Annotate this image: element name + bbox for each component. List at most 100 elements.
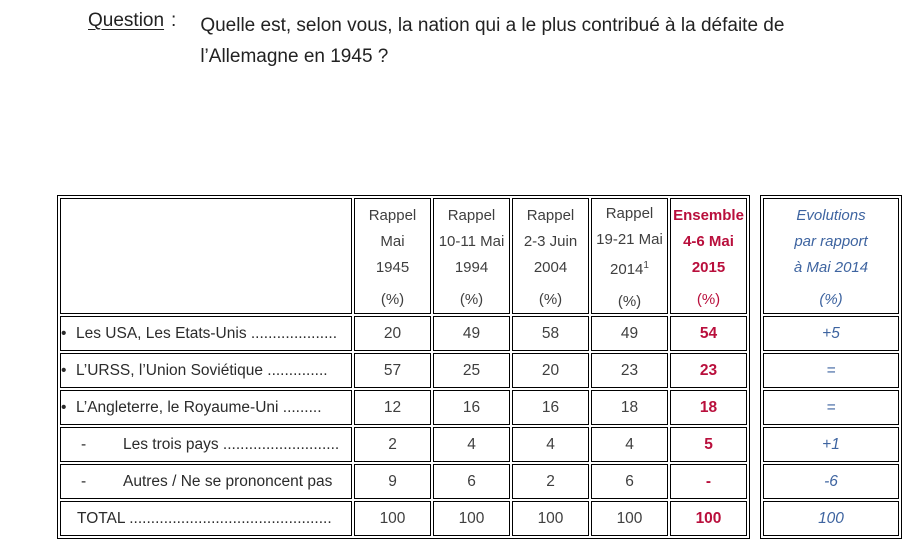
corner-cell: [60, 198, 352, 314]
value-cell: 49: [591, 316, 668, 351]
evolution-cell: +1: [763, 427, 899, 462]
results-table: Rappel Mai 1945 (%) Rappel 10-11 Mai 199…: [57, 195, 750, 539]
question-text: Quelle est, selon vous, la nation qui a …: [200, 10, 784, 72]
header-line: Rappel: [605, 204, 654, 222]
value-cell: 9: [354, 464, 431, 499]
header-line: Rappel: [526, 206, 575, 224]
value-cell: 4: [433, 427, 510, 462]
header-line: Evolutions: [796, 206, 866, 224]
header-pct: (%): [380, 290, 405, 308]
evolution-row: +1: [763, 427, 899, 462]
value-cell: 25: [433, 353, 510, 388]
header-pct: (%): [538, 290, 563, 308]
header-pct: (%): [819, 290, 843, 308]
value-cell: 2: [354, 427, 431, 462]
value-cell: 57: [354, 353, 431, 388]
value-cell-highlight: -: [670, 464, 747, 499]
row-label: • Les USA, Les Etats-Unis ...............…: [60, 316, 352, 351]
header-line: 1994: [454, 258, 489, 276]
tables-area: Rappel Mai 1945 (%) Rappel 10-11 Mai 199…: [57, 195, 902, 539]
row-label-text: Les trois pays .........................…: [123, 435, 340, 453]
value-cell: 12: [354, 390, 431, 425]
header-line: par rapport: [794, 232, 868, 250]
row-label: • L’URSS, l’Union Soviétique ............…: [60, 353, 352, 388]
evolutions-header-row: Evolutions par rapport à Mai 2014 (%): [763, 198, 899, 314]
header-line: 10-11 Mai: [438, 232, 505, 250]
table-row-angleterre: • L’Angleterre, le Royaume-Uni ......... …: [60, 390, 747, 425]
value-cell: 2: [512, 464, 589, 499]
header-line: Rappel: [447, 206, 496, 224]
table-row-autres: - Autres / Ne se prononcent pas 9 6 2 6 -: [60, 464, 747, 499]
table-row-urss: • L’URSS, l’Union Soviétique ............…: [60, 353, 747, 388]
table-row-trois-pays: - Les trois pays ........................…: [60, 427, 747, 462]
value-cell-highlight: 100: [670, 501, 747, 536]
row-label-text: TOTAL ..................................…: [77, 509, 332, 527]
value-cell-highlight: 18: [670, 390, 747, 425]
evolution-cell: 100: [763, 501, 899, 536]
header-line: Mai: [380, 232, 405, 250]
column-header-1994: Rappel 10-11 Mai 1994 (%): [433, 198, 510, 314]
value-cell: 58: [512, 316, 589, 351]
evolution-row: 100: [763, 501, 899, 536]
value-cell: 20: [354, 316, 431, 351]
value-cell: 100: [354, 501, 431, 536]
header-line: Rappel: [368, 206, 417, 224]
question-label: Question: [88, 10, 165, 31]
row-label-text: L’Angleterre, le Royaume-Uni .........: [76, 398, 322, 416]
value-cell: 6: [433, 464, 510, 499]
header-year: 2014: [610, 260, 644, 278]
header-line: à Mai 2014: [793, 258, 869, 276]
header-pct: (%): [459, 290, 484, 308]
header-line: Ensemble: [673, 206, 744, 224]
header-pct: (%): [696, 290, 721, 308]
table-row-total: TOTAL ..................................…: [60, 501, 747, 536]
header-line: 20141: [592, 253, 667, 283]
row-label-text: L’URSS, l’Union Soviétique .............…: [76, 361, 328, 379]
value-cell: 4: [591, 427, 668, 462]
question-text-line1: Quelle est, selon vous, la nation qui a …: [200, 15, 785, 36]
value-cell: 18: [591, 390, 668, 425]
value-cell-highlight: 54: [670, 316, 747, 351]
table-row-usa: • Les USA, Les Etats-Unis ...............…: [60, 316, 747, 351]
value-cell: 49: [433, 316, 510, 351]
value-cell-highlight: 23: [670, 353, 747, 388]
bullet-marker: •: [61, 361, 67, 379]
header-line: 2-3 Juin: [523, 232, 578, 250]
row-label-text: Autres / Ne se prononcent pas: [123, 472, 333, 490]
row-label-text: Les USA, Les Etats-Unis ................…: [76, 324, 338, 342]
row-label: TOTAL ..................................…: [60, 501, 352, 536]
evolution-cell: -6: [763, 464, 899, 499]
value-cell: 4: [512, 427, 589, 462]
value-cell: 23: [591, 353, 668, 388]
column-header-2015-ensemble: Ensemble 4-6 Mai 2015 (%): [670, 198, 747, 314]
question-block: Question : Quelle est, selon vous, la na…: [88, 10, 784, 72]
evolution-row: =: [763, 353, 899, 388]
dash-marker: -: [81, 472, 87, 490]
value-cell-highlight: 5: [670, 427, 747, 462]
row-label: • L’Angleterre, le Royaume-Uni .........: [60, 390, 352, 425]
bullet-marker: •: [61, 398, 67, 416]
evolutions-table: Evolutions par rapport à Mai 2014 (%) +5…: [760, 195, 902, 539]
value-cell: 20: [512, 353, 589, 388]
value-cell: 6: [591, 464, 668, 499]
column-header-2004: Rappel 2-3 Juin 2004 (%): [512, 198, 589, 314]
evolution-row: -6: [763, 464, 899, 499]
value-cell: 100: [591, 501, 668, 536]
column-header-evolutions: Evolutions par rapport à Mai 2014 (%): [763, 198, 899, 314]
header-row: Rappel Mai 1945 (%) Rappel 10-11 Mai 199…: [60, 198, 747, 314]
value-cell: 16: [512, 390, 589, 425]
value-cell: 16: [433, 390, 510, 425]
row-label: - Autres / Ne se prononcent pas: [60, 464, 352, 499]
evolution-row: +5: [763, 316, 899, 351]
column-header-1945: Rappel Mai 1945 (%): [354, 198, 431, 314]
row-label: - Les trois pays ........................…: [60, 427, 352, 462]
value-cell: 100: [433, 501, 510, 536]
footnote-marker: 1: [643, 259, 649, 271]
header-pct: (%): [617, 292, 642, 310]
evolution-cell: =: [763, 390, 899, 425]
column-header-2014: Rappel 19-21 Mai 20141 (%): [591, 198, 668, 314]
header-line: 1945: [375, 258, 410, 276]
question-colon: :: [171, 10, 177, 31]
question-text-line2: l’Allemagne en 1945 ?: [200, 46, 389, 67]
header-line: 4-6 Mai: [683, 232, 734, 250]
